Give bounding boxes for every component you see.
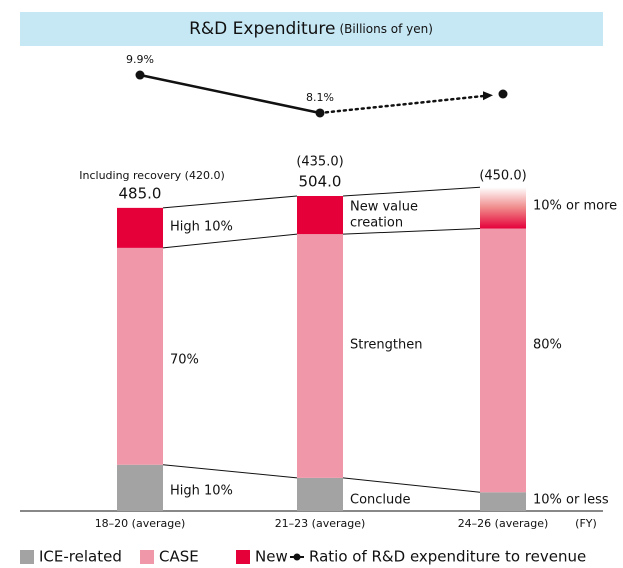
ratio-point (498, 89, 508, 99)
annotation: New value (350, 200, 418, 215)
annotation: (450.0) (479, 169, 526, 184)
bar-segment (297, 477, 343, 511)
legend-swatch (236, 550, 250, 564)
legend-label: ICE-related (39, 548, 122, 566)
annotation: High 10% (170, 220, 233, 235)
connector (342, 186, 481, 197)
x-tick-label: 21–23 (average) (275, 517, 366, 530)
chart-title: R&D Expenditure (Billions of yen) (189, 19, 433, 39)
bar-segment (117, 464, 163, 511)
annotation: 70% (170, 353, 199, 368)
annotation: creation (350, 216, 403, 231)
x-axis-label: (FY) (575, 517, 597, 530)
bar-segment (480, 492, 526, 511)
annotation: 80% (533, 338, 562, 353)
ratio-point (315, 108, 325, 118)
bar-segment (297, 234, 343, 478)
bar-segment (297, 196, 343, 235)
connector (342, 228, 481, 235)
data-label: 8.1% (306, 91, 334, 104)
legend-swatch (20, 550, 34, 564)
legend-label: CASE (159, 548, 199, 566)
data-label: 9.9% (126, 53, 154, 66)
bar-segment (117, 247, 163, 465)
connector (342, 477, 481, 493)
annotation: Strengthen (350, 338, 422, 353)
annotation: High 10% (170, 484, 233, 499)
annotation: (435.0) (296, 155, 343, 170)
bar-segment (480, 228, 526, 493)
total-label: 504.0 (299, 173, 342, 191)
title: R&D Expenditure (189, 19, 335, 39)
subtitle: (Billions of yen) (340, 22, 433, 36)
legend-swatch (140, 550, 154, 564)
x-tick-label: 24–26 (average) (458, 517, 549, 530)
total-label: 485.0 (119, 185, 162, 203)
arrow-head (483, 91, 493, 101)
ratio-point (135, 70, 145, 80)
bar-segment (117, 207, 163, 248)
legend-label: Ratio of R&D expenditure to revenue (309, 548, 586, 566)
connector (162, 464, 298, 479)
x-tick-label: 18–20 (average) (95, 517, 186, 530)
annotation: 10% or less (533, 493, 609, 508)
annotation: 10% or more (533, 199, 617, 214)
legend-marker (293, 553, 301, 561)
connector (162, 233, 298, 249)
ratio-line (318, 93, 493, 115)
connector (162, 195, 298, 209)
annotation: Conclude (350, 493, 411, 508)
legend-label: New (255, 548, 288, 566)
title-band (20, 12, 603, 46)
bar-segment (480, 187, 526, 229)
annotation: Including recovery (420.0) (79, 169, 225, 182)
ratio-line (138, 73, 322, 115)
